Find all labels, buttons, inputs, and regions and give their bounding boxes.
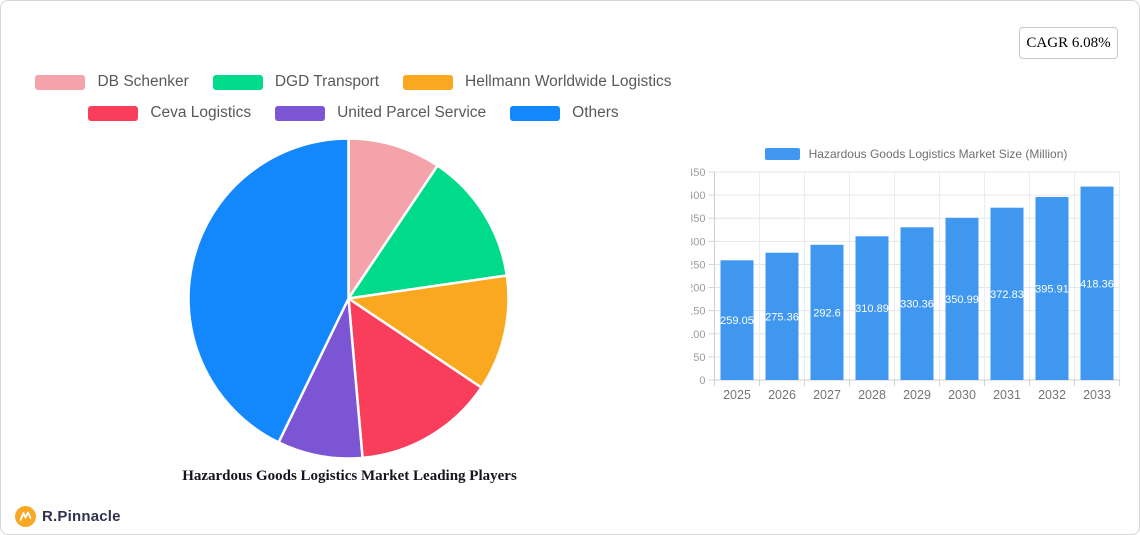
bar-2032[interactable] <box>1035 197 1069 380</box>
x-axis-tick-label: 2028 <box>858 388 886 402</box>
y-axis-tick-label: 200 <box>691 283 706 295</box>
legend-item-db-schenker[interactable]: DB Schenker <box>35 73 189 91</box>
pie-chart-title: Hazardous Goods Logistics Market Leading… <box>182 468 517 484</box>
legend-swatch <box>88 105 139 121</box>
legend-swatch <box>35 74 86 90</box>
legend-row: DB Schenker DGD Transport Hellmann Worldwi… <box>21 73 686 91</box>
bar-2028[interactable] <box>855 236 889 380</box>
legend-item-others[interactable]: Others <box>510 104 619 122</box>
y-axis-tick-label: 0 <box>699 375 705 387</box>
bar-value-label: 395.91 <box>1035 284 1069 296</box>
bar-value-label: 372.83 <box>990 289 1024 301</box>
bar-chart-legend[interactable]: Hazardous Goods Logistics Market Size (M… <box>691 147 1139 161</box>
legend-label: DB Schenker <box>97 73 189 90</box>
y-axis-tick-label: 100 <box>691 329 706 341</box>
legend-label: Ceva Logistics <box>150 104 252 121</box>
brand-logo: R.Pinnacle <box>15 506 121 527</box>
legend-label: Hellmann Worldwide Logistics <box>465 73 672 90</box>
legend-label: DGD Transport <box>274 73 380 90</box>
pie-chart <box>187 137 510 460</box>
legend-swatch <box>212 74 263 90</box>
legend-label: Others <box>572 104 619 121</box>
bar-2026[interactable] <box>765 252 799 380</box>
pie-slice-dgd-transport[interactable] <box>347 164 509 300</box>
bar-value-label: 330.36 <box>900 299 934 311</box>
x-axis-tick-label: 2032 <box>1038 388 1066 402</box>
pie-slice-united-parcel-service[interactable] <box>277 297 364 460</box>
x-axis-tick-label: 2031 <box>993 388 1021 402</box>
y-axis-tick-label: 50 <box>693 352 705 364</box>
y-axis-tick-label: 250 <box>691 259 706 271</box>
legend-item-united-parcel-service[interactable]: United Parcel Service <box>275 104 486 122</box>
bar-2025[interactable] <box>720 260 754 380</box>
pie-slice-ceva-logistics[interactable] <box>347 297 483 460</box>
bar-2029[interactable] <box>900 227 934 380</box>
y-axis-tick-label: 150 <box>691 306 706 318</box>
bar-value-label: 259.05 <box>720 315 754 327</box>
bar-value-label: 350.99 <box>945 294 979 306</box>
brand-logo-icon <box>15 506 36 527</box>
y-axis-tick-label: 450 <box>691 167 706 179</box>
legend-swatch <box>275 105 326 121</box>
legend-item-dgd-transport[interactable]: DGD Transport <box>212 73 380 91</box>
bar-value-label: 418.36 <box>1080 278 1114 290</box>
legend-item-ceva-logistics[interactable]: Ceva Logistics <box>88 104 251 122</box>
brand-name: R.Pinnacle <box>42 508 121 525</box>
legend-item-hellmann-worldwide-logistics[interactable]: Hellmann Worldwide Logistics <box>403 73 672 91</box>
bar-value-label: 292.6 <box>813 307 841 319</box>
legend-swatch <box>403 74 454 90</box>
bar-value-label: 310.89 <box>855 303 889 315</box>
legend-swatch <box>510 105 561 121</box>
x-axis-tick-label: 2030 <box>948 388 976 402</box>
bar-legend-label: Hazardous Goods Logistics Market Size (M… <box>808 147 1068 161</box>
bar-legend-swatch <box>764 148 800 160</box>
pie-slice-hellmann-worldwide-logistics[interactable] <box>347 274 510 389</box>
legend-label: United Parcel Service <box>337 104 487 121</box>
x-axis-tick-label: 2025 <box>723 388 751 402</box>
pie-slice-others[interactable] <box>187 137 350 444</box>
cagr-label: CAGR 6.08% <box>1026 34 1111 51</box>
bar-chart: 0 50 100 150 200 250 300 350 400 450 259.05 2025 275… <box>691 167 1120 402</box>
bar-2031[interactable] <box>990 207 1024 380</box>
pie-legend: DB Schenker DGD Transport Hellmann Worldwi… <box>21 73 686 122</box>
bar-2033[interactable] <box>1080 186 1114 380</box>
x-axis-tick-label: 2026 <box>768 388 796 402</box>
bar-2030[interactable] <box>945 217 979 380</box>
x-axis-tick-label: 2033 <box>1083 388 1111 402</box>
pie-slice-db-schenker[interactable] <box>347 137 439 300</box>
y-axis-tick-label: 300 <box>691 236 706 248</box>
y-axis-tick-label: 400 <box>691 190 706 202</box>
y-axis-tick-label: 350 <box>691 213 706 225</box>
x-axis-tick-label: 2027 <box>813 388 841 402</box>
bar-2027[interactable] <box>810 244 844 380</box>
cagr-badge: CAGR 6.08% <box>1019 27 1118 59</box>
legend-row: Ceva Logistics United Parcel Service Other… <box>21 104 686 122</box>
x-axis-tick-label: 2029 <box>903 388 931 402</box>
bar-value-label: 275.36 <box>765 311 799 323</box>
